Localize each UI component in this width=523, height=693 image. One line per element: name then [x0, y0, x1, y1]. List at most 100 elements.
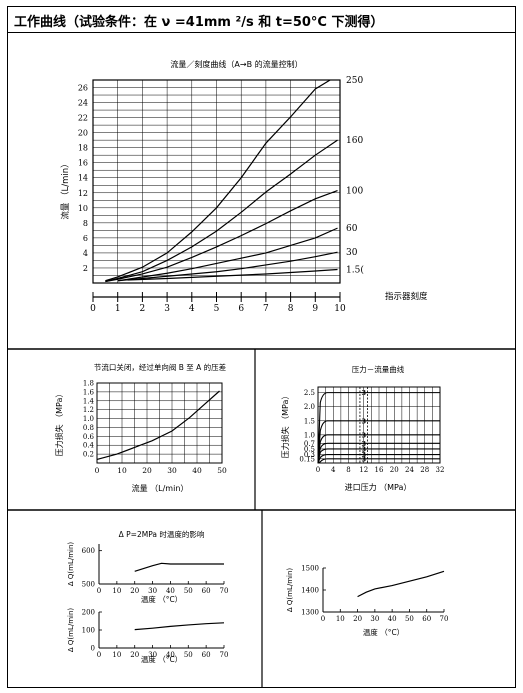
series-line-0.5 [317, 448, 440, 464]
plot-border [92, 79, 341, 284]
y-tick-label: 1.4 [83, 397, 95, 405]
x-tick-label: 10 [117, 466, 127, 475]
x-axis-label: 进口压力 （MPa） [345, 482, 412, 492]
y-axis-label: Δ Q(mL/min) [286, 568, 294, 613]
y-tick-label: 2.5 [304, 389, 315, 397]
series-marker-label: 3 [361, 431, 366, 439]
x-tick-label: 0 [97, 651, 101, 659]
x-tick-label: 8 [288, 304, 294, 314]
y-tick-label: 1.0 [304, 431, 315, 439]
series-label: 60 [346, 224, 358, 234]
series-line-160 [105, 139, 338, 283]
y-tick-label: 1.0 [83, 415, 94, 423]
temp-200-chart: 0 10 20 30 40 50 60 70 0 100 200 温度 （°C） Δ Q(mL/min) [67, 608, 228, 664]
y-tick-label: 600 [82, 547, 95, 555]
x-tick-label: 40 [192, 466, 202, 475]
y-axis-label: 流量 （L/min） [60, 159, 71, 219]
y-tick-label: 1400 [301, 587, 319, 595]
series-marker-label: 3 [361, 451, 366, 459]
x-tick-label: 60 [202, 651, 211, 659]
y-tick-label: 0 [91, 645, 95, 653]
x-tick-label: 20 [353, 615, 362, 623]
y-tick-label: 0.5 [304, 445, 315, 453]
series-label: 250 [346, 76, 363, 86]
y-tick-label: 8 [83, 219, 88, 228]
y-axis-label: 压力损失 （MPa） [54, 390, 64, 457]
series-line [134, 562, 224, 572]
series-line-60 [117, 227, 338, 282]
y-tick-label: 1.8 [83, 380, 94, 388]
y-tick-label: 18 [78, 144, 88, 153]
temp-600-chart: Δ P=2MPa 时温度的影响 0 10 20 30 40 50 60 70 500 600 温度 （… [67, 529, 228, 604]
x-tick-label: 70 [440, 615, 449, 623]
x-tick-label: 28 [420, 466, 429, 474]
x-axis-label: 温度 （°C） [141, 654, 182, 664]
x-tick-label: 8 [346, 466, 350, 474]
x-tick-label: 30 [148, 587, 157, 595]
x-tick-label: 40 [166, 651, 175, 659]
main-chart-title: 流量／刻度曲线（A→B 的流量控制） [170, 59, 302, 69]
y-tick-label: 24 [78, 99, 88, 108]
y-tick-label: 10 [78, 204, 88, 213]
y-tick-label: 2 [83, 264, 88, 273]
x-tick-label: 0 [90, 304, 96, 314]
x-tick-label: 30 [148, 651, 157, 659]
x-tick-label: 10 [112, 651, 121, 659]
x-tick-label: 30 [167, 466, 177, 475]
x-tick-label: 60 [422, 615, 431, 623]
x-tick-label: 50 [217, 466, 227, 475]
x-tick-label: 32 [436, 466, 445, 474]
y-tick-label: 0.3 [304, 451, 315, 459]
series-marker-label: 3 [361, 389, 366, 397]
plot-border [96, 382, 223, 464]
x-axis-label: 指示器刻度 [385, 291, 428, 302]
y-tick-label: 200 [82, 609, 95, 617]
pressure-flow-title: 压力－流量曲线 [352, 364, 405, 374]
x-tick-label: 0 [95, 466, 100, 475]
series-line-30 [117, 251, 338, 282]
y-tick-label: 22 [78, 114, 88, 123]
x-tick-label: 10 [112, 587, 121, 595]
y-tick-label: 0.15 [299, 455, 315, 463]
temp-1500-chart: 0 10 20 30 40 50 60 70 1300 1400 1500 温度 （°C） Δ Q(mL… [286, 565, 448, 638]
plot-border [317, 386, 441, 464]
y-tick-label: 4 [83, 249, 88, 258]
series-line-1.5( [127, 268, 338, 281]
y-tick-label: 0.6 [83, 433, 95, 441]
x-tick-label: 40 [166, 587, 175, 595]
series-marker-label: 3 [361, 445, 366, 453]
y-tick-label: 6 [83, 234, 88, 243]
x-axis-label: 流量 （L/min） [132, 483, 189, 493]
y-tick-label: 0.2 [83, 451, 94, 459]
x-tick-label: 12 [359, 466, 368, 474]
y-tick-label: 12 [78, 189, 88, 198]
y-tick-label: 0.7 [304, 440, 315, 448]
main-chart: 流量／刻度曲线（A→B 的流量控制）0 1 2 3 4 5 6 7 8 9 102468101214… [60, 59, 428, 314]
series-line [134, 622, 225, 631]
y-tick-label: 500 [82, 581, 95, 589]
page-title: 工作曲线（试验条件：在 ν =41mm ²/s 和 t=50°C 下测得） [14, 15, 384, 30]
x-tick-label: 0 [97, 587, 101, 595]
series-line-0.7 [317, 442, 440, 464]
x-tick-label: 16 [375, 466, 384, 474]
y-tick-label: 2.0 [304, 403, 315, 411]
series-label: 30 [346, 248, 358, 258]
x-tick-label: 70 [220, 651, 229, 659]
x-tick-label: 20 [142, 466, 152, 475]
series-line-250 [105, 79, 331, 282]
x-tick-label: 1 [115, 304, 121, 314]
x-tick-label: 50 [184, 587, 193, 595]
x-tick-label: 40 [388, 615, 397, 623]
x-tick-label: 70 [220, 587, 229, 595]
x-tick-label: 9 [312, 304, 318, 314]
y-axis-label: Δ Q(mL/min) [67, 542, 75, 587]
series-marker-label: 3 [361, 455, 366, 463]
y-tick-label: 1.6 [83, 388, 95, 396]
series-line-2.5 [317, 392, 440, 464]
temp-600-chart-title: Δ P=2MPa 时温度的影响 [119, 529, 205, 539]
y-tick-label: 16 [78, 159, 88, 168]
x-tick-label: 20 [390, 466, 399, 474]
series-marker-label: 3 [361, 440, 366, 448]
y-axis-label: Δ Q(mL/min) [67, 608, 75, 653]
